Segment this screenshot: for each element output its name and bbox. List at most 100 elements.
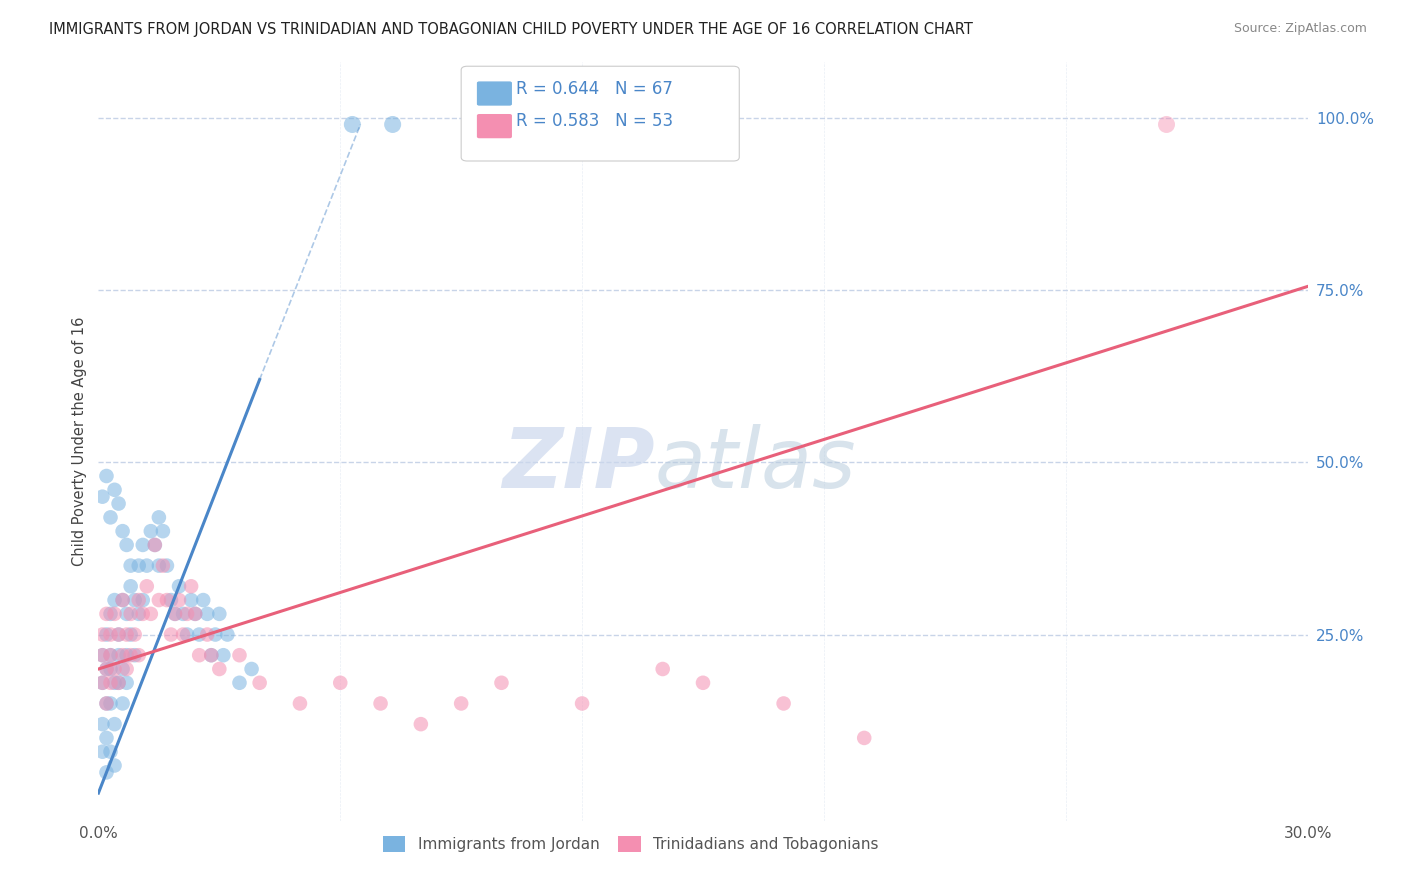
Point	[91, 675, 114, 690]
Point	[91, 717, 114, 731]
Text: R = 0.583   N = 53: R = 0.583 N = 53	[516, 112, 672, 130]
Point	[124, 627, 146, 641]
Point	[152, 558, 174, 573]
Point	[200, 648, 222, 663]
Point	[96, 607, 118, 621]
Point	[91, 627, 114, 641]
Point	[107, 627, 129, 641]
Point	[128, 593, 150, 607]
Point	[228, 648, 250, 663]
Point	[100, 662, 122, 676]
Point	[148, 593, 170, 607]
Point	[111, 593, 134, 607]
Point	[132, 607, 155, 621]
Point	[160, 593, 183, 607]
Point	[184, 607, 207, 621]
Point	[96, 697, 118, 711]
Point	[148, 558, 170, 573]
Point	[172, 627, 194, 641]
Point	[100, 607, 122, 621]
Point	[200, 648, 222, 663]
Point	[228, 675, 250, 690]
Point	[91, 745, 114, 759]
Point	[96, 731, 118, 745]
Point	[571, 697, 593, 711]
Point	[124, 593, 146, 607]
Text: IMMIGRANTS FROM JORDAN VS TRINIDADIAN AND TOBAGONIAN CHILD POVERTY UNDER THE AGE: IMMIGRANTS FROM JORDAN VS TRINIDADIAN AN…	[49, 22, 973, 37]
Point	[100, 627, 122, 641]
Point	[208, 662, 231, 676]
Point	[111, 662, 134, 676]
Point	[370, 697, 392, 711]
Point	[160, 627, 183, 641]
Point	[772, 697, 794, 711]
Point	[180, 593, 202, 607]
Point	[132, 593, 155, 607]
Point	[103, 483, 125, 497]
FancyBboxPatch shape	[461, 66, 740, 161]
Text: Source: ZipAtlas.com: Source: ZipAtlas.com	[1233, 22, 1367, 36]
Point	[692, 675, 714, 690]
Point	[100, 648, 122, 663]
Point	[208, 607, 231, 621]
Point	[217, 627, 239, 641]
Point	[124, 648, 146, 663]
Point	[103, 593, 125, 607]
Point	[204, 627, 226, 641]
Point	[107, 675, 129, 690]
Point	[167, 579, 190, 593]
Point	[91, 648, 114, 663]
Point	[329, 675, 352, 690]
Point	[853, 731, 876, 745]
Point	[103, 607, 125, 621]
Point	[91, 675, 114, 690]
Point	[135, 558, 157, 573]
Point	[107, 627, 129, 641]
Point	[176, 627, 198, 641]
Point	[240, 662, 263, 676]
Point	[195, 607, 218, 621]
Point	[100, 648, 122, 663]
Point	[128, 558, 150, 573]
Point	[96, 662, 118, 676]
Point	[111, 524, 134, 538]
Point	[342, 118, 364, 132]
Point	[115, 662, 138, 676]
Text: R = 0.644   N = 67: R = 0.644 N = 67	[516, 79, 672, 97]
Point	[100, 745, 122, 759]
Text: ZIP: ZIP	[502, 424, 655, 505]
Point	[100, 510, 122, 524]
Point	[96, 765, 118, 780]
Point	[100, 697, 122, 711]
Point	[172, 607, 194, 621]
Point	[195, 627, 218, 641]
Point	[409, 717, 432, 731]
Point	[107, 648, 129, 663]
FancyBboxPatch shape	[477, 114, 512, 138]
Point	[176, 607, 198, 621]
Point	[163, 607, 186, 621]
Point	[381, 118, 404, 132]
Point	[107, 675, 129, 690]
Point	[111, 648, 134, 663]
Y-axis label: Child Poverty Under the Age of 16: Child Poverty Under the Age of 16	[72, 317, 87, 566]
Text: atlas: atlas	[655, 424, 856, 505]
Point	[132, 538, 155, 552]
Point	[139, 607, 162, 621]
Legend: Immigrants from Jordan, Trinidadians and Tobagonians: Immigrants from Jordan, Trinidadians and…	[377, 830, 884, 858]
Point	[91, 490, 114, 504]
Point	[167, 593, 190, 607]
Point	[288, 697, 311, 711]
Point	[115, 607, 138, 621]
Point	[96, 697, 118, 711]
Point	[107, 497, 129, 511]
Point	[120, 607, 142, 621]
Point	[96, 627, 118, 641]
FancyBboxPatch shape	[477, 81, 512, 105]
Point	[96, 662, 118, 676]
Point	[163, 607, 186, 621]
Point	[115, 648, 138, 663]
Point	[103, 675, 125, 690]
Point	[188, 627, 211, 641]
Point	[120, 627, 142, 641]
